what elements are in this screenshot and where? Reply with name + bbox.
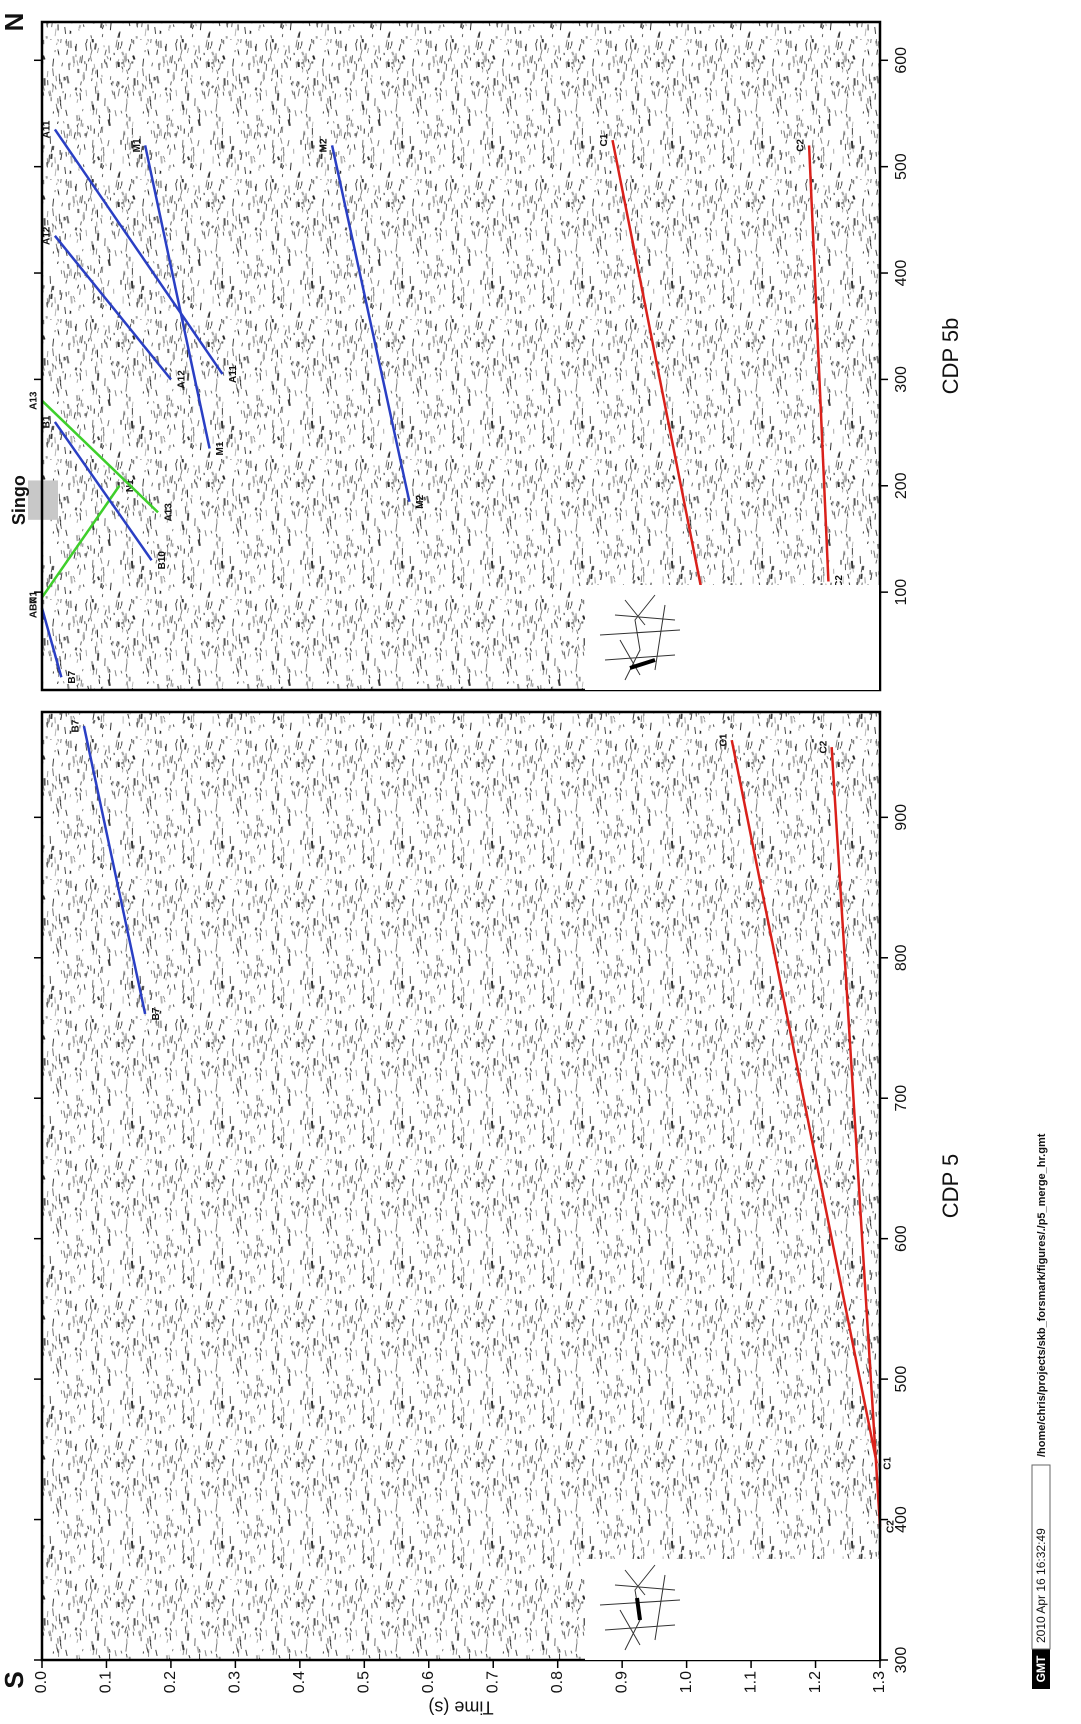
x-tick-label: 300 <box>893 366 910 393</box>
horizon-label: C1 <box>718 733 729 746</box>
x-tick-label: 400 <box>893 1506 910 1533</box>
horizon-label: AB7 <box>29 598 40 618</box>
horizon-line <box>330 145 411 502</box>
horizon-line <box>830 747 882 1527</box>
horizon-line <box>82 725 147 1015</box>
horizon-label: C1 <box>599 133 610 146</box>
inset-bg <box>585 585 879 690</box>
horizon-label: M2 <box>415 494 426 508</box>
y-tick-label: 0.1 <box>98 1671 115 1693</box>
x-tick-label: 500 <box>893 153 910 180</box>
y-tick-label: 0.3 <box>227 1671 244 1693</box>
inset-profile <box>629 658 656 670</box>
annotation-label: Singo <box>9 475 29 525</box>
y-tick-label: 1.3 <box>871 1671 888 1693</box>
seismic-section <box>42 712 880 1660</box>
horizon-line <box>53 235 172 381</box>
horizon-label: M1 <box>215 441 226 455</box>
seismic-section <box>42 22 880 690</box>
horizon-line <box>40 607 63 678</box>
x-tick-label: 800 <box>893 944 910 971</box>
inset-map <box>585 585 879 1660</box>
horizon-label: N1 <box>29 591 40 604</box>
horizon-label: B10 <box>157 551 168 570</box>
logo: GMT <box>1034 1655 1048 1682</box>
panel: 300 400 500 600 700 800 900 0.0 0.1 0.2 0.3 0.4 0.5 0… <box>0 710 963 1717</box>
panel-frame <box>40 20 882 692</box>
x-tick-label: 600 <box>893 47 910 74</box>
horizon-line <box>730 739 879 1464</box>
panel-title: CDP 5 <box>938 1154 963 1218</box>
rotated-figure: 300 400 500 600 700 800 900 0.0 0.1 0.2 0.3 0.4 0.5 0… <box>0 13 1051 1718</box>
y-tick-label: 0.0 <box>33 1671 50 1693</box>
horizon-label: A13 <box>29 391 40 410</box>
timestamp-box <box>1031 1464 1051 1650</box>
horizon-label: A11 <box>42 120 53 138</box>
x-tick-label: 400 <box>893 260 910 287</box>
file-path: /home/chris/projects/skb_forsmark/figure… <box>1036 1133 1048 1457</box>
y-tick-label: 1.2 <box>807 1671 824 1693</box>
horizon-label: B7 <box>67 670 78 683</box>
horizon-label: C2 <box>818 740 829 753</box>
inset-lines <box>599 594 681 681</box>
horizon-line <box>53 421 153 561</box>
footer: GMT 2010 Apr 16 16:32:49 /home/chris/pro… <box>1031 1133 1051 1689</box>
panel-title: CDP 5b <box>938 318 963 395</box>
horizon-label: A13 <box>164 503 175 522</box>
horizon-label: C2 <box>796 139 807 152</box>
horizon-line <box>40 485 121 599</box>
y-tick-label: 0.6 <box>420 1671 437 1693</box>
inset-profile <box>635 1597 642 1621</box>
horizon-line <box>143 145 211 449</box>
panel-frame <box>40 710 882 1662</box>
x-tick-label: 200 <box>893 472 910 499</box>
y-tick-label: 0.4 <box>291 1671 308 1693</box>
horizon-label: M2 <box>319 138 330 152</box>
horizon-label: B7 <box>151 1007 162 1020</box>
horizon-label: C2 <box>834 575 845 588</box>
horizon-label: A12 <box>42 226 53 245</box>
y-tick-label: 1.1 <box>742 1671 759 1693</box>
x-tick-label: 600 <box>893 1225 910 1252</box>
inset-lines <box>599 1564 681 1651</box>
horizon-label: M1 <box>132 138 143 152</box>
inset-bg <box>585 1559 879 1660</box>
horizon-line <box>53 128 224 375</box>
y-axis-label: Time (s) <box>428 1697 493 1717</box>
x-tick-label: 500 <box>893 1366 910 1393</box>
y-tick-label: 0.8 <box>549 1671 566 1693</box>
panels: 300 400 500 600 700 800 900 0.0 0.1 0.2 0.3 0.4 0.5 0… <box>0 13 963 1718</box>
inset-roads <box>599 594 681 681</box>
x-tick-label: 900 <box>893 804 910 831</box>
x-tick-label: 700 <box>893 1085 910 1112</box>
y-tick-label: 0.5 <box>356 1671 373 1693</box>
corner-label: S <box>0 1671 29 1688</box>
horizon-label: B7 <box>71 719 82 732</box>
horizon-label: A11 <box>228 365 239 383</box>
horizon-label: A12 <box>177 370 188 389</box>
x-tick-label: 100 <box>893 579 910 606</box>
y-tick-label: 0.7 <box>484 1671 501 1693</box>
timestamp: 2010 Apr 16 16:32:49 <box>1034 1528 1048 1643</box>
y-tick-label: 1.0 <box>678 1671 695 1693</box>
horizon-line <box>41 399 159 514</box>
corner-label: N <box>0 13 29 32</box>
y-tick-label: 0.9 <box>613 1671 630 1693</box>
horizon-line <box>807 145 830 582</box>
horizon-label: B1 <box>42 415 53 428</box>
horizon-label: C2 <box>886 1520 897 1533</box>
x-tick-label: 300 <box>893 1647 910 1674</box>
y-tick-label: 0.2 <box>162 1671 179 1693</box>
horizon-label: C1 <box>882 1457 893 1470</box>
logo-box <box>1032 1649 1050 1689</box>
